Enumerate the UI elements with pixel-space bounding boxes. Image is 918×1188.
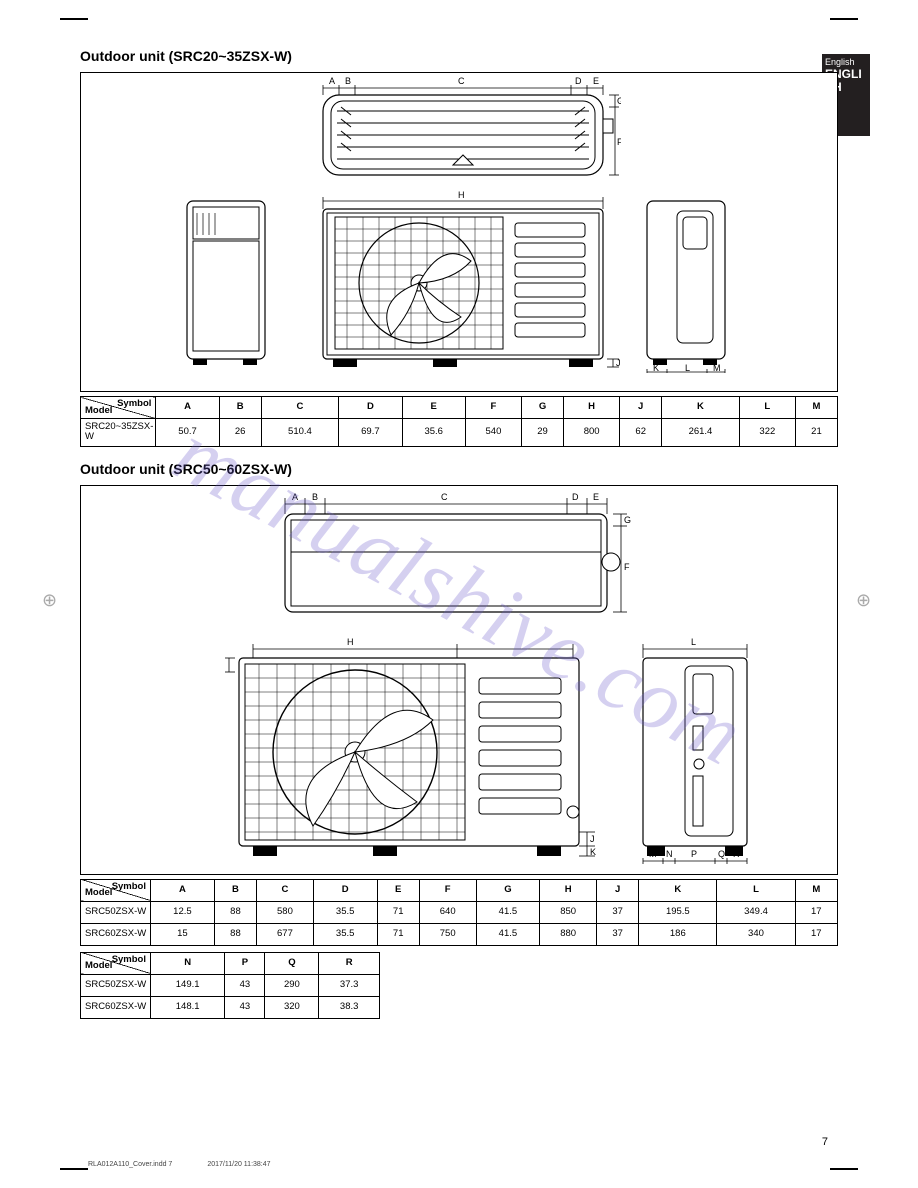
- svg-text:Q: Q: [718, 849, 725, 859]
- svg-text:H: H: [347, 637, 354, 647]
- svg-text:D: D: [572, 492, 579, 502]
- svg-text:K: K: [653, 363, 659, 373]
- fig2-front-view: H: [217, 636, 597, 864]
- tab-english-small: English: [825, 57, 855, 67]
- svg-text:G: G: [617, 96, 621, 106]
- t1-col-11: M: [795, 397, 837, 419]
- t1-col-5: F: [465, 397, 521, 419]
- svg-text:M: M: [713, 363, 721, 373]
- table-row: SRC50ZSX-W 12.5 88 580 35.5 71 640 41.5 …: [81, 901, 838, 923]
- svg-text:L: L: [691, 637, 696, 647]
- t1-col-3: D: [339, 397, 402, 419]
- t1-col-7: H: [564, 397, 620, 419]
- table-3: Symbol Model N P Q R SRC50ZSX-W 149.1 43…: [80, 952, 380, 1019]
- t1-col-9: K: [662, 397, 740, 419]
- t1-col-2: C: [261, 397, 339, 419]
- t2-slash-top: Symbol: [112, 882, 146, 892]
- svg-text:M: M: [649, 849, 657, 859]
- t1-col-0: A: [156, 397, 219, 419]
- t1-col-1: B: [219, 397, 261, 419]
- svg-text:P: P: [691, 849, 697, 859]
- t3-slash-top: Symbol: [112, 955, 146, 965]
- svg-text:E: E: [593, 77, 599, 86]
- t3-slash-bot: Model: [85, 961, 112, 971]
- table-row: SRC20~35ZSX-W 50.7 26 510.4 69.7 35.6 54…: [81, 419, 838, 447]
- svg-text:J: J: [616, 358, 621, 368]
- fig1-title: Outdoor unit (SRC20~35ZSX-W): [80, 48, 838, 64]
- svg-text:R: R: [733, 849, 740, 859]
- svg-text:B: B: [312, 492, 318, 502]
- svg-text:N: N: [666, 849, 673, 859]
- t1-col-10: L: [739, 397, 795, 419]
- svg-text:C: C: [441, 492, 448, 502]
- footer-code: RLA012A110_Cover.indd 7 2017/11/20 11:38…: [88, 1161, 271, 1168]
- table-2: Symbol Model A B C D E F G H J K L M SRC…: [80, 879, 838, 946]
- t1-slash-bot: Model: [85, 406, 112, 416]
- svg-text:F: F: [624, 562, 630, 572]
- table-row: SRC50ZSX-W 149.1 43 290 37.3: [81, 974, 380, 996]
- svg-text:K: K: [590, 847, 596, 857]
- svg-text:C: C: [458, 77, 465, 86]
- svg-text:E: E: [593, 492, 599, 502]
- fig1-front-view: H: [303, 189, 621, 379]
- svg-text:G: G: [624, 515, 631, 525]
- svg-text:A: A: [292, 492, 298, 502]
- table-1: Symbol Model A B C D E F G H J K L M SRC…: [80, 396, 838, 447]
- svg-text:D: D: [575, 77, 582, 86]
- t1-model-0: SRC20~35ZSX-W: [81, 419, 156, 447]
- svg-text:H: H: [458, 190, 465, 200]
- fig1-side-right: K L M: [641, 195, 737, 373]
- figure-2-box: A B C D E G F: [80, 485, 838, 875]
- svg-text:J: J: [590, 834, 595, 844]
- svg-text:F: F: [617, 137, 621, 147]
- svg-text:L: L: [685, 363, 690, 373]
- fig2-title: Outdoor unit (SRC50~60ZSX-W): [80, 461, 838, 477]
- fig2-top-view: A B C D E G F: [261, 492, 631, 628]
- t1-slash-top: Symbol: [117, 399, 151, 409]
- page-number: 7: [822, 1136, 828, 1148]
- fig1-top-view: A B C D E G F: [303, 77, 621, 183]
- t2-slash-bot: Model: [85, 888, 112, 898]
- svg-text:B: B: [345, 77, 351, 86]
- fig1-side-left: [181, 195, 273, 373]
- t1-col-8: J: [620, 397, 662, 419]
- fig2-side-right: L M N P Q R: [629, 636, 761, 864]
- table-row: SRC60ZSX-W 148.1 43 320 38.3: [81, 996, 380, 1018]
- table-row: SRC60ZSX-W 15 88 677 35.5 71 750 41.5 88…: [81, 923, 838, 945]
- t1-col-6: G: [522, 397, 564, 419]
- figure-1-box: A B C D E G F: [80, 72, 838, 392]
- svg-text:A: A: [329, 77, 335, 86]
- t1-col-4: E: [402, 397, 465, 419]
